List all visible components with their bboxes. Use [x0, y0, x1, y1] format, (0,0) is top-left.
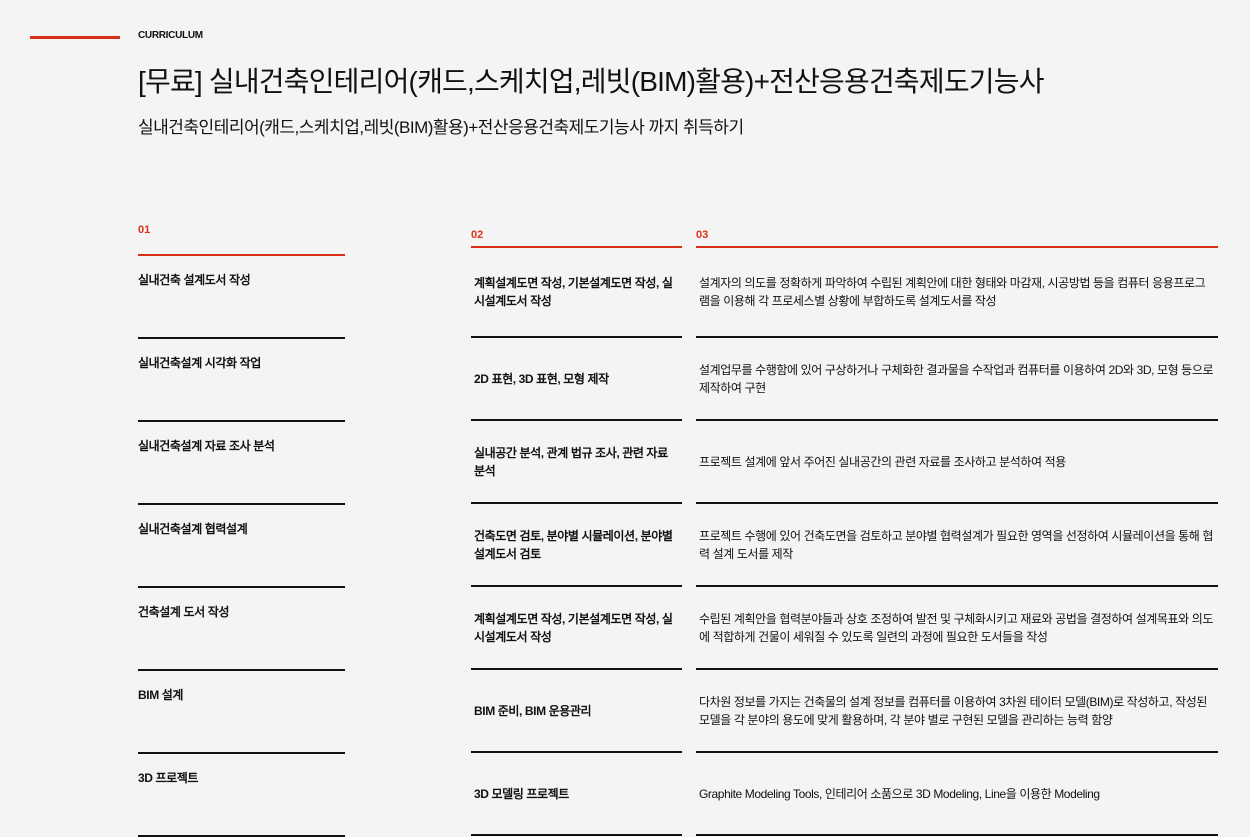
- list-item: 3D 프로젝트: [138, 754, 345, 837]
- column-divider: [138, 254, 345, 256]
- list-item: 건축설계 도서 작성: [138, 588, 345, 671]
- list-item: 실내건축설계 시각화 작업: [138, 339, 345, 422]
- column-divider: [696, 246, 1218, 248]
- list-item: 2D 표현, 3D 표현, 모형 제작: [471, 338, 682, 421]
- accent-bar: [30, 36, 120, 39]
- column-number: 03: [696, 229, 709, 241]
- list-item: 실내건축설계 협력설계: [138, 505, 345, 588]
- list-item: 설계업무를 수행함에 있어 구상하거나 구체화한 결과물을 수작업과 컴퓨터를 …: [696, 338, 1218, 421]
- list-item: 실내건축 설계도서 작성: [138, 256, 345, 339]
- list-item: 실내공간 분석, 관계 법규 조사, 관련 자료 분석: [471, 421, 682, 504]
- column-number: 01: [138, 224, 151, 236]
- curriculum-column-3: 03 설계자의 의도를 정확하게 파악하여 수립된 계획안에 대한 형태와 마감…: [696, 229, 1218, 836]
- list-item: 계획설계도면 작성, 기본설계도면 작성, 실시설계도서 작성: [471, 587, 682, 670]
- list-item: 프로젝트 수행에 있어 건축도면을 검토하고 분야별 협력설계가 필요한 영역을…: [696, 504, 1218, 587]
- list-item: 다차원 정보를 가지는 건축물의 설계 정보를 컴퓨터를 이용하여 3차원 테이…: [696, 670, 1218, 753]
- section-eyebrow: CURRICULUM: [138, 30, 203, 41]
- curriculum-column-2: 02 계획설계도면 작성, 기본설계도면 작성, 실시설계도서 작성 2D 표현…: [471, 229, 682, 836]
- list-item: 계획설계도면 작성, 기본설계도면 작성, 실시설계도서 작성: [471, 248, 682, 338]
- column-divider: [471, 246, 682, 248]
- list-item: 3D 모델링 프로젝트: [471, 753, 682, 836]
- list-item: 실내건축설계 자료 조사 분석: [138, 422, 345, 505]
- column-number: 02: [471, 229, 484, 241]
- page-title: [무료] 실내건축인테리어(캐드,스케치업,레빗(BIM)활용)+전산응용건축제…: [138, 66, 1045, 97]
- list-item: 수립된 계획안을 협력분야들과 상호 조정하여 발전 및 구체화시키고 재료와 …: [696, 587, 1218, 670]
- curriculum-column-1: 01 실내건축 설계도서 작성 실내건축설계 시각화 작업 실내건축설계 자료 …: [138, 224, 345, 837]
- list-item: Graphite Modeling Tools, 인테리어 소품으로 3D Mo…: [696, 753, 1218, 836]
- page-subtitle: 실내건축인테리어(캐드,스케치업,레빗(BIM)활용)+전산응용건축제도기능사 …: [138, 118, 744, 137]
- list-item: 건축도면 검토, 분야별 시뮬레이션, 분야별 설계도서 검토: [471, 504, 682, 587]
- list-item: 설계자의 의도를 정확하게 파악하여 수립된 계획안에 대한 형태와 마감재, …: [696, 248, 1218, 338]
- list-item: 프로젝트 설계에 앞서 주어진 실내공간의 관련 자료를 조사하고 분석하여 적…: [696, 421, 1218, 504]
- list-item: BIM 설계: [138, 671, 345, 754]
- list-item: BIM 준비, BIM 운용관리: [471, 670, 682, 753]
